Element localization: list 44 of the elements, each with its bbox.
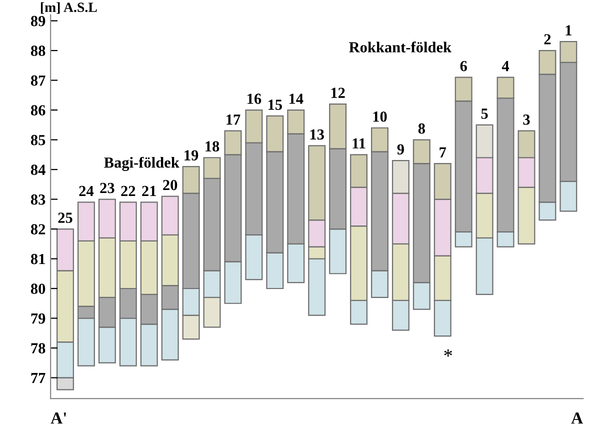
x-tick-label: 11 [352, 138, 366, 148]
x-tick-label: 20 [163, 180, 178, 190]
x-tick-label: 19 [184, 150, 198, 160]
y-axis-title: [m] A.S.L [40, 2, 97, 14]
y-tick-label: 85 [30, 134, 46, 146]
x-tick-label: 7 [440, 147, 446, 158]
y-tick-label: 78 [31, 343, 46, 354]
y-tick-label: 84 [30, 164, 46, 175]
annotation: * [444, 349, 452, 357]
x-tick-label: 23 [100, 182, 114, 194]
x-tick-label: 16 [248, 94, 262, 104]
y-tick-label: 81 [30, 254, 45, 264]
y-tick-label: 79 [31, 313, 46, 324]
y-tick-label: 77 [31, 373, 46, 384]
x-tick-label: 5 [481, 108, 488, 119]
x-tick-label: 18 [206, 141, 220, 152]
x-tick-label: 4 [502, 61, 510, 72]
x-tick-label: 10 [373, 111, 387, 122]
text: A' [50, 412, 66, 424]
x-tick-label: 12 [331, 88, 345, 98]
annotation: Rokkant-földek [349, 42, 452, 52]
y-tick-label: 87 [30, 75, 46, 86]
y-tick-label: 86 [30, 105, 46, 116]
x-tick-label: 14 [289, 94, 304, 104]
x-tick-label: 8 [418, 123, 425, 134]
x-tick-label: 25 [58, 212, 72, 223]
y-tick-label: 88 [30, 46, 46, 56]
y-tick-label: 80 [30, 284, 46, 294]
x-tick-label: 24 [79, 186, 94, 196]
annotation: Bagi-földek [104, 156, 180, 171]
x-tick-label: 9 [397, 144, 404, 155]
x-tick-label: 22 [121, 186, 136, 196]
x-tick-label: 17 [226, 114, 240, 125]
x-tick-label: 6 [460, 60, 467, 72]
y-tick-label: 89 [30, 16, 46, 26]
x-tick-label: 1 [566, 25, 572, 36]
x-tick-label: 15 [268, 100, 282, 110]
y-tick-label: 82 [30, 224, 46, 234]
y-tick-label: 83 [30, 194, 46, 205]
x-tick-label: 21 [142, 186, 156, 196]
x-tick-label: 2 [544, 34, 551, 44]
x-tick-label: 3 [523, 114, 530, 125]
text: A [571, 412, 583, 424]
x-tick-label: 13 [310, 129, 324, 140]
